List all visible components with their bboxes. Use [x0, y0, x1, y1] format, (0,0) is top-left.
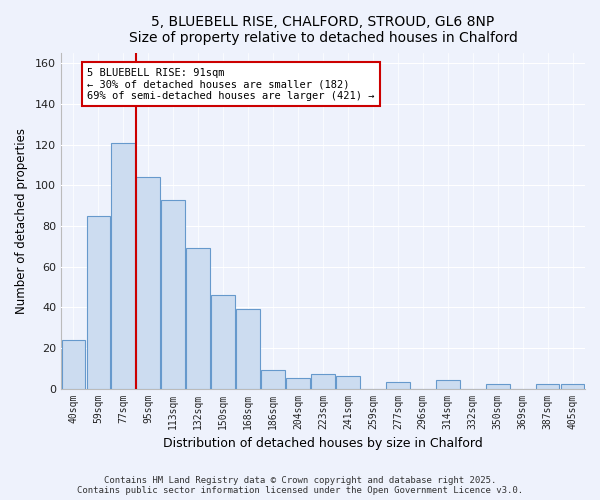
- Bar: [560, 384, 584, 388]
- Bar: [86, 216, 110, 388]
- Y-axis label: Number of detached properties: Number of detached properties: [15, 128, 28, 314]
- Bar: [187, 248, 210, 388]
- Bar: [211, 295, 235, 388]
- Bar: [261, 370, 285, 388]
- Text: Contains HM Land Registry data © Crown copyright and database right 2025.
Contai: Contains HM Land Registry data © Crown c…: [77, 476, 523, 495]
- Bar: [236, 310, 260, 388]
- Bar: [536, 384, 559, 388]
- Bar: [336, 376, 360, 388]
- Bar: [286, 378, 310, 388]
- Bar: [112, 142, 135, 388]
- Bar: [386, 382, 410, 388]
- Text: 5 BLUEBELL RISE: 91sqm
← 30% of detached houses are smaller (182)
69% of semi-de: 5 BLUEBELL RISE: 91sqm ← 30% of detached…: [87, 68, 374, 100]
- X-axis label: Distribution of detached houses by size in Chalford: Distribution of detached houses by size …: [163, 437, 483, 450]
- Bar: [486, 384, 509, 388]
- Bar: [436, 380, 460, 388]
- Bar: [136, 177, 160, 388]
- Bar: [311, 374, 335, 388]
- Bar: [161, 200, 185, 388]
- Bar: [62, 340, 85, 388]
- Title: 5, BLUEBELL RISE, CHALFORD, STROUD, GL6 8NP
Size of property relative to detache: 5, BLUEBELL RISE, CHALFORD, STROUD, GL6 …: [128, 15, 517, 45]
